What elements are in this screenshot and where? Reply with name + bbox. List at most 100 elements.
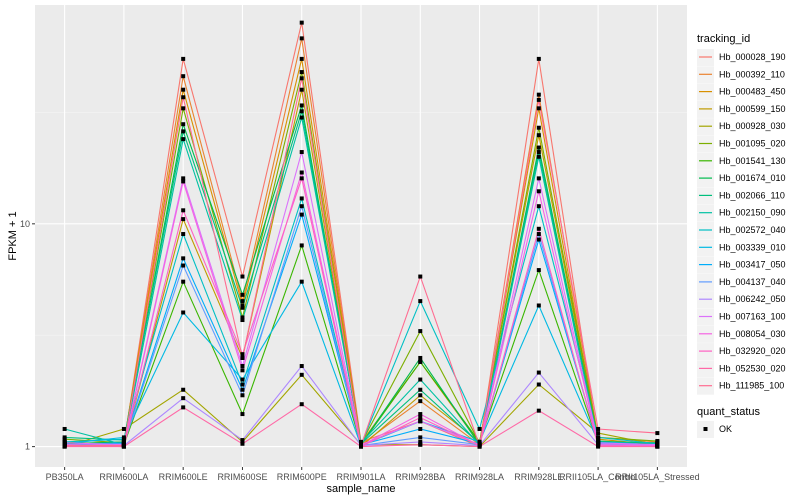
data-point: [536, 125, 541, 130]
data-point: [418, 355, 423, 360]
data-point: [536, 408, 541, 413]
legend-item: Hb_001674_010: [697, 170, 786, 188]
data-point: [240, 299, 245, 304]
data-point: [418, 426, 423, 431]
legend-item: Hb_032920_020: [697, 343, 786, 361]
data-point: [536, 382, 541, 387]
y-axis-title: FPKM + 1: [7, 211, 19, 260]
data-point: [181, 56, 186, 61]
data-point: [418, 377, 423, 382]
x-tick-label: RRII105LA_Control: [559, 472, 637, 482]
data-point: [536, 145, 541, 150]
data-point: [418, 359, 423, 364]
data-point: [299, 76, 304, 81]
legend: tracking_id Hb_000028_190 Hb_000392_110 Hb…: [697, 33, 786, 438]
data-point: [299, 170, 304, 175]
x-tick-label: RRIM600LA: [99, 472, 148, 482]
legend-label: Hb_004137_040: [719, 277, 786, 287]
legend-item: Hb_004137_040: [697, 273, 786, 291]
legend-item: Hb_052530_020: [697, 360, 786, 378]
data-point: [240, 292, 245, 297]
data-point: [359, 443, 363, 448]
data-point: [418, 415, 423, 420]
data-point: [536, 154, 541, 159]
legend-label: Hb_000392_110: [719, 69, 785, 79]
data-point: [240, 355, 245, 360]
x-tick-label: RRIM600LE: [159, 472, 208, 482]
data-point: [121, 426, 126, 431]
data-point: [181, 87, 186, 92]
point-icon: [703, 427, 708, 431]
data-point: [418, 435, 423, 440]
legend-item: Hb_000392_110: [697, 66, 785, 84]
data-point: [299, 20, 304, 25]
data-point: [181, 310, 186, 315]
data-point: [418, 299, 423, 304]
legend-label: OK: [719, 424, 732, 434]
legend-item: Hb_000599_150: [697, 100, 786, 118]
data-point: [418, 442, 423, 447]
data-point: [299, 103, 304, 108]
legend-item: Hb_007163_100: [697, 308, 786, 326]
data-point: [596, 426, 601, 431]
x-tick-label: RRIM600PE: [277, 472, 327, 482]
data-point: [536, 370, 541, 375]
data-points: [62, 20, 660, 449]
legend-label: Hb_032920_020: [719, 346, 786, 356]
x-tick-label: PB350LA: [46, 472, 84, 482]
x-tick-label: RRII105LA_Stressed: [615, 472, 700, 482]
x-tick-label: RRIM928LA: [455, 472, 504, 482]
legend-item: Hb_006242_050: [697, 291, 786, 309]
data-point: [240, 352, 245, 357]
y-axis: 1 10: [20, 219, 35, 452]
data-point: [240, 303, 245, 308]
data-point: [536, 97, 541, 102]
legend-label: Hb_001541_130: [719, 156, 786, 166]
data-point: [181, 256, 186, 261]
data-point: [299, 115, 304, 120]
data-point: [299, 176, 304, 181]
legend-item: OK: [697, 421, 732, 438]
data-point: [62, 426, 67, 431]
data-point: [536, 303, 541, 308]
data-point: [299, 196, 304, 201]
data-point: [240, 382, 245, 387]
legend-label: Hb_002150_090: [719, 208, 786, 218]
legend-item: Hb_002066_110: [697, 187, 785, 205]
data-point: [655, 444, 660, 449]
data-point: [418, 329, 423, 334]
data-point: [299, 402, 304, 407]
data-point: [536, 106, 541, 111]
data-point: [181, 137, 186, 142]
data-point: [299, 279, 304, 284]
data-point: [181, 232, 186, 237]
data-point: [418, 399, 423, 404]
data-point: [418, 439, 423, 444]
data-point: [536, 150, 541, 155]
data-point: [181, 176, 186, 181]
legend-label: Hb_001674_010: [719, 173, 786, 183]
legend-item: Hb_000028_190: [697, 49, 786, 66]
legend-label: Hb_007163_100: [719, 312, 786, 322]
legend-item: Hb_000483_450: [697, 83, 786, 101]
legend-label: Hb_000928_030: [719, 121, 786, 131]
data-point: [240, 377, 245, 382]
data-point: [299, 364, 304, 369]
data-point: [477, 443, 482, 448]
legend-item: Hb_003417_050: [697, 256, 786, 274]
data-point: [62, 435, 67, 440]
legend-label: Hb_002572_040: [719, 225, 786, 235]
data-point: [299, 243, 304, 248]
data-point: [240, 438, 245, 443]
data-point: [418, 274, 423, 279]
legend-item: Hb_003339_010: [697, 239, 786, 257]
data-point: [181, 129, 186, 134]
legend-label: Hb_000483_450: [719, 87, 786, 97]
data-point: [240, 315, 245, 320]
data-point: [299, 109, 304, 114]
data-point: [536, 56, 541, 61]
legend-item: Hb_002572_040: [697, 222, 786, 239]
data-point: [181, 396, 186, 401]
data-point: [299, 150, 304, 155]
